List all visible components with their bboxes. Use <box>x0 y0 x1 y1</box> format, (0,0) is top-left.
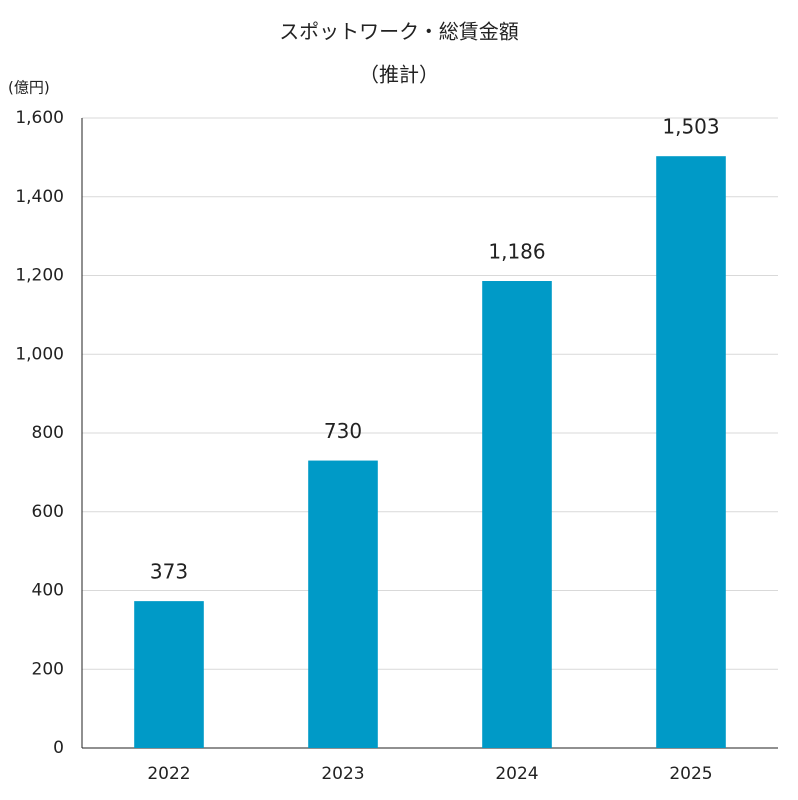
value-label: 730 <box>324 419 362 443</box>
y-tick-label: 1,200 <box>15 266 64 286</box>
value-label: 1,186 <box>488 240 545 264</box>
y-tick-label: 600 <box>32 502 64 522</box>
bar <box>308 460 378 748</box>
y-tick-label: 200 <box>32 659 64 679</box>
y-tick-label: 1,600 <box>15 108 64 128</box>
y-tick-label: 1,400 <box>15 187 64 207</box>
x-tick-label: 2025 <box>669 764 712 784</box>
y-unit-label: (億円) <box>8 79 50 97</box>
value-label: 1,503 <box>662 115 719 139</box>
y-tick-label: 400 <box>32 581 64 601</box>
value-label: 373 <box>150 560 188 584</box>
y-tick-label: 800 <box>32 423 64 443</box>
y-tick-label: 0 <box>53 738 64 758</box>
bar <box>482 281 552 748</box>
bar <box>134 601 204 748</box>
x-tick-label: 2023 <box>321 764 364 784</box>
y-tick-label: 1,000 <box>15 344 64 364</box>
x-tick-label: 2024 <box>495 764 538 784</box>
x-tick-label: 2022 <box>147 764 190 784</box>
chart-subtitle: （推計） <box>359 63 439 87</box>
bar <box>656 156 726 749</box>
chart-title: スポットワーク・総賃金額 <box>279 20 519 44</box>
